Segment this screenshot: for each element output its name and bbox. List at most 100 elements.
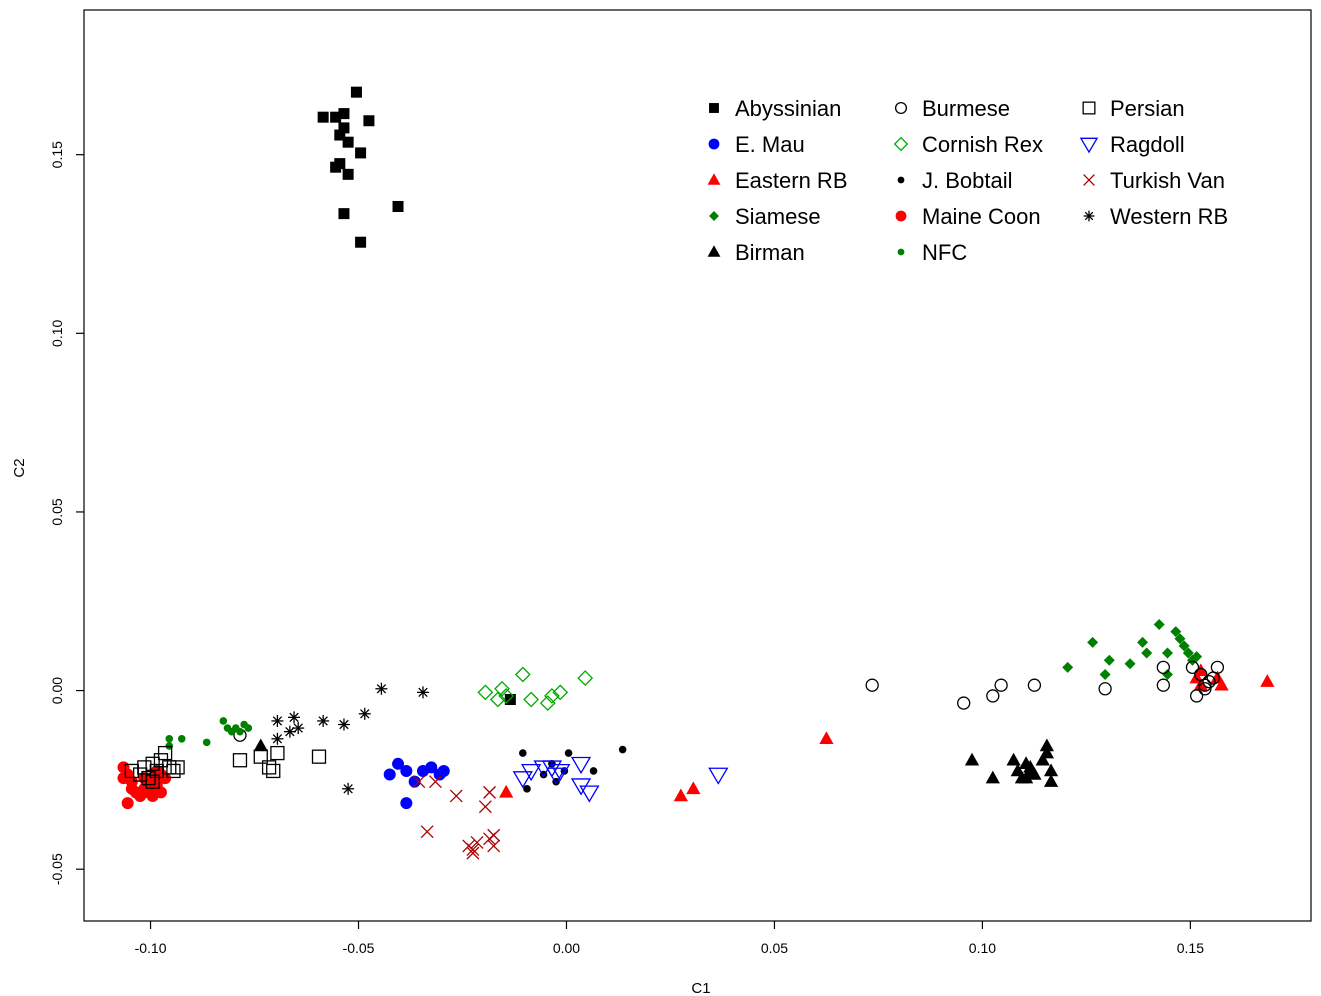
legend-marker-western-rb bbox=[1083, 210, 1095, 222]
point-e-mau bbox=[425, 761, 438, 774]
point-turkish-van bbox=[412, 775, 426, 789]
point-persian bbox=[261, 760, 277, 775]
point-persian bbox=[270, 745, 285, 761]
legend-item-cornish-rex: Cornish Rex bbox=[893, 132, 1043, 157]
point-cornish-rex bbox=[489, 691, 506, 708]
point-burmese bbox=[994, 678, 1008, 692]
point-cornish-rex bbox=[514, 666, 531, 683]
point-siamese bbox=[1124, 658, 1136, 670]
point-siamese bbox=[1182, 647, 1194, 659]
legend-item-ragdoll: Ragdoll bbox=[1079, 132, 1185, 157]
point-burmese bbox=[1156, 678, 1170, 692]
legend-label-cornish-rex: Cornish Rex bbox=[922, 132, 1043, 157]
point-siamese bbox=[1186, 654, 1198, 666]
x-tick-label: 0.10 bbox=[969, 940, 996, 956]
point-western-rb bbox=[337, 718, 350, 731]
point-burmese bbox=[1189, 689, 1204, 703]
x-tick-label: 0.00 bbox=[553, 940, 580, 956]
point-burmese bbox=[1210, 660, 1225, 674]
point-siamese bbox=[1162, 668, 1174, 680]
x-tick-label: 0.15 bbox=[1177, 940, 1204, 956]
point-ragdoll bbox=[708, 767, 729, 785]
point-j-bobtail bbox=[523, 785, 531, 793]
point-abyssinian bbox=[338, 108, 350, 120]
point-persian bbox=[266, 763, 281, 779]
legend-label-persian: Persian bbox=[1110, 96, 1185, 121]
point-cornish-rex bbox=[477, 684, 494, 701]
point-persian bbox=[253, 749, 268, 764]
point-burmese bbox=[957, 696, 971, 710]
point-birman bbox=[1035, 752, 1050, 766]
point-birman bbox=[1023, 759, 1038, 773]
point-turkish-van bbox=[420, 825, 434, 839]
point-maine-coon bbox=[159, 772, 172, 785]
legend-marker-j-bobtail bbox=[897, 176, 905, 184]
y-tick-label: 0.00 bbox=[49, 677, 65, 704]
legend-marker-e-mau bbox=[708, 138, 720, 150]
legend-label-siamese: Siamese bbox=[735, 204, 821, 229]
point-nfc bbox=[219, 717, 228, 725]
point-j-bobtail bbox=[519, 749, 527, 757]
legend-label-burmese: Burmese bbox=[922, 96, 1010, 121]
point-siamese bbox=[1062, 661, 1074, 673]
point-nfc bbox=[177, 735, 186, 743]
point-burmese bbox=[986, 689, 1000, 703]
point-nfc bbox=[236, 727, 244, 736]
point-maine-coon bbox=[121, 797, 134, 810]
legend-label-maine-coon: Maine Coon bbox=[922, 204, 1041, 229]
point-cornish-rex bbox=[577, 670, 594, 686]
point-western-rb bbox=[358, 707, 371, 720]
point-turkish-van bbox=[478, 800, 492, 814]
legend-marker-maine-coon bbox=[895, 210, 907, 222]
point-maine-coon bbox=[146, 789, 159, 802]
point-persian bbox=[311, 749, 327, 764]
data-points bbox=[117, 86, 1275, 860]
legend-label-abyssinian: Abyssinian bbox=[735, 96, 841, 121]
point-birman bbox=[1043, 763, 1059, 777]
point-turkish-van bbox=[487, 839, 501, 853]
point-turkish-van bbox=[466, 843, 480, 857]
legend-label-eastern-rb: Eastern RB bbox=[735, 168, 848, 193]
point-turkish-van bbox=[470, 835, 484, 849]
x-tick-label: -0.10 bbox=[135, 940, 167, 956]
y-tick-label: 0.15 bbox=[49, 141, 65, 168]
legend-marker-eastern-rb bbox=[707, 173, 721, 185]
point-e-mau bbox=[392, 757, 405, 770]
point-western-rb bbox=[317, 714, 330, 727]
point-e-mau bbox=[408, 775, 421, 788]
point-birman bbox=[253, 738, 268, 752]
point-eastern-rb bbox=[1193, 663, 1208, 677]
legend-label-western-rb: Western RB bbox=[1110, 204, 1228, 229]
point-burmese bbox=[1156, 660, 1170, 674]
legend-marker-siamese bbox=[709, 211, 719, 221]
legend-label-j-bobtail: J. Bobtail bbox=[922, 168, 1013, 193]
legend-marker-persian bbox=[1082, 101, 1096, 115]
point-cornish-rex bbox=[523, 691, 540, 708]
point-abyssinian bbox=[342, 168, 354, 180]
point-persian bbox=[157, 745, 173, 761]
point-western-rb bbox=[288, 711, 301, 724]
point-ragdoll bbox=[520, 764, 542, 782]
point-cornish-rex bbox=[498, 688, 515, 704]
point-siamese bbox=[1141, 647, 1153, 659]
legend-item-siamese: Siamese bbox=[709, 204, 821, 229]
point-siamese bbox=[1103, 654, 1115, 666]
point-ragdoll bbox=[579, 785, 600, 803]
point-j-bobtail bbox=[589, 767, 598, 775]
point-burmese bbox=[1198, 682, 1212, 696]
point-western-rb bbox=[375, 682, 388, 695]
point-maine-coon bbox=[117, 772, 130, 785]
point-eastern-rb bbox=[1214, 677, 1229, 691]
point-birman bbox=[1039, 745, 1055, 759]
point-turkish-van bbox=[429, 775, 442, 789]
x-axis-title: C1 bbox=[691, 980, 710, 996]
point-birman bbox=[1006, 752, 1021, 766]
point-persian bbox=[170, 760, 185, 775]
point-turkish-van bbox=[466, 846, 480, 860]
point-burmese bbox=[865, 678, 879, 692]
point-abyssinian bbox=[330, 111, 342, 123]
legend-item-abyssinian: Abyssinian bbox=[709, 96, 841, 121]
point-ragdoll bbox=[550, 764, 571, 782]
point-birman bbox=[1027, 767, 1042, 780]
